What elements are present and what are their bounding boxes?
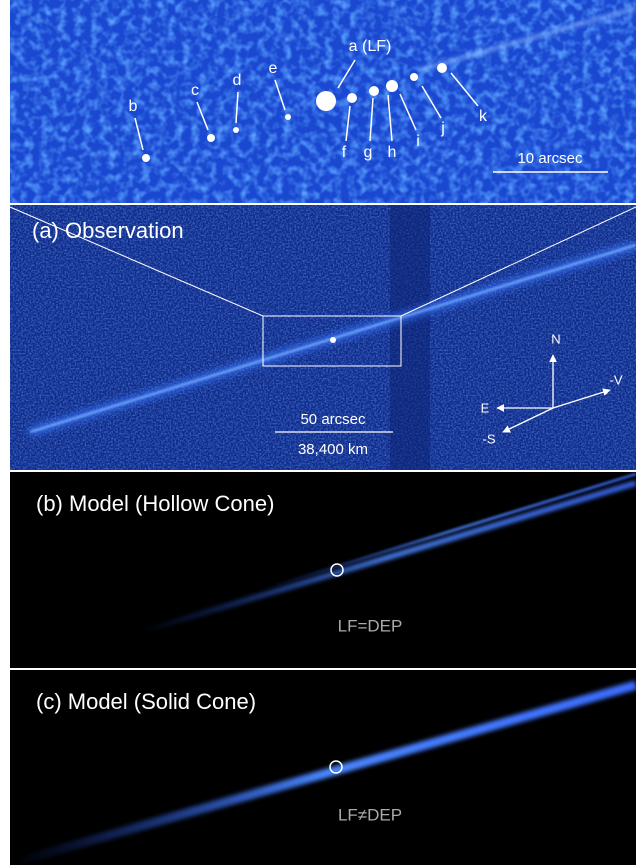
label: e — [269, 60, 278, 77]
label: d — [233, 72, 242, 89]
label: k — [479, 108, 488, 125]
figure: a (LF) b c d e f g h i j k 10 arcsec (a)… — [0, 0, 636, 865]
compass-label: -S — [483, 431, 496, 446]
label: j — [440, 120, 445, 137]
compass-label: -V — [610, 372, 623, 387]
compass-label: N — [551, 331, 560, 346]
panel-title: (a) Observation — [32, 218, 184, 243]
note: LF≠DEP — [338, 805, 402, 824]
scale-label: 10 arcsec — [517, 150, 583, 167]
label: b — [129, 98, 138, 115]
solid-panel: (c) Model (Solid Cone) LF≠DEP — [10, 670, 636, 865]
note: LF=DEP — [338, 616, 403, 635]
label: f — [342, 144, 347, 161]
label: a (LF) — [349, 38, 392, 55]
hollow-panel: (b) Model (Hollow Cone) LF=DEP — [10, 472, 636, 668]
panel-title: (c) Model (Solid Cone) — [36, 689, 256, 714]
scale-label: 50 arcsec — [300, 411, 366, 428]
label: h — [388, 144, 397, 161]
label: c — [191, 82, 199, 99]
zoom-panel: a (LF) b c d e f g h i j k 10 arcsec — [10, 0, 636, 203]
panel-title: (b) Model (Hollow Cone) — [36, 491, 274, 516]
scale-label: 38,400 km — [298, 441, 368, 458]
compass-label: E — [481, 400, 490, 415]
label: g — [364, 144, 373, 161]
label: i — [416, 133, 420, 150]
observation-panel: (a) Observation 50 arcsec 38,400 km N E … — [10, 205, 636, 470]
